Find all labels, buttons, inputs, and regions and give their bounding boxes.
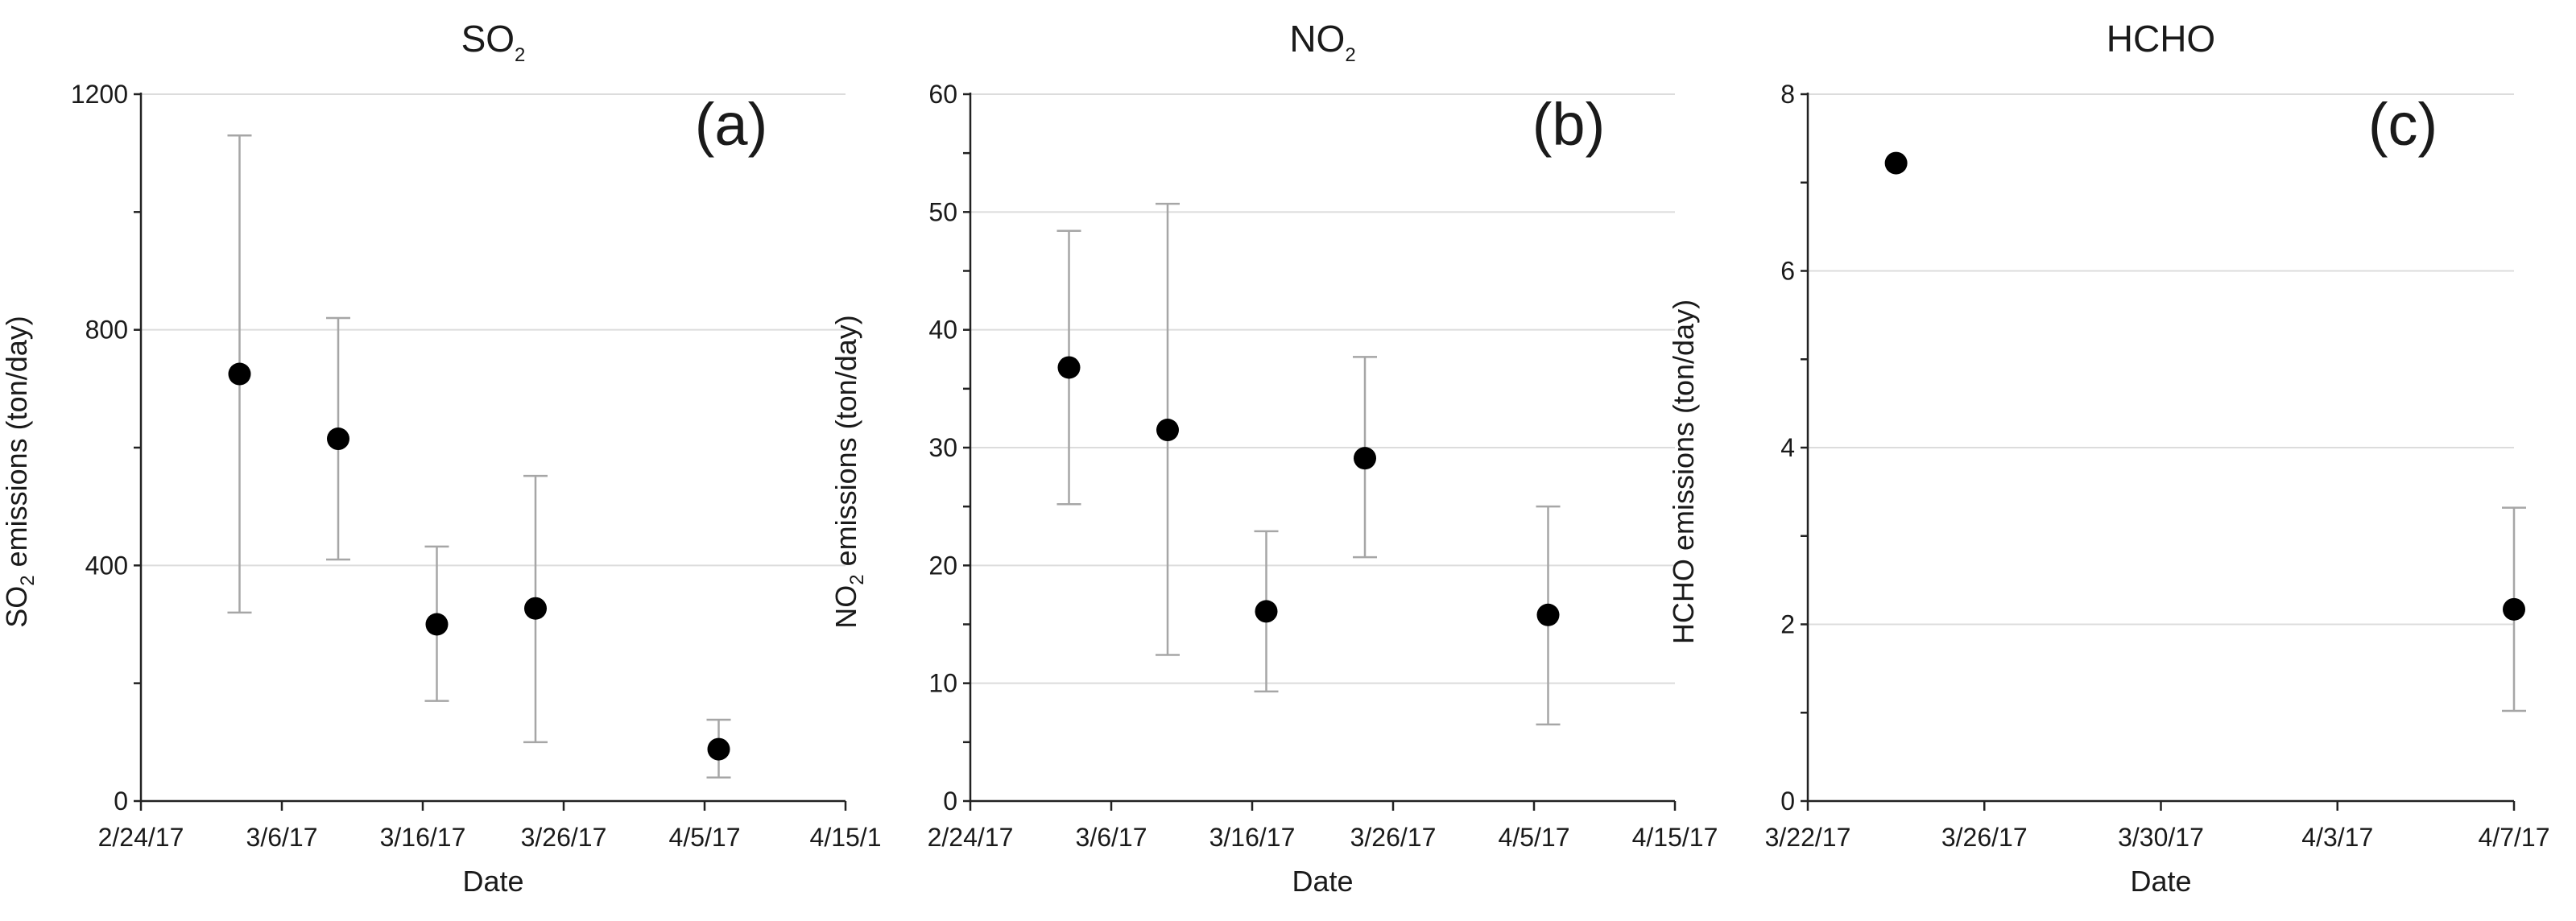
panel-a: 0 400 800 1200 2/24/17 3/6/17 3/16/17 3/26/17 4/… xyxy=(0,18,881,898)
data-point xyxy=(1536,603,1560,626)
y-tick-label: 30 xyxy=(928,433,957,462)
x-tick-label: 3/30/17 xyxy=(2118,823,2204,852)
data-point xyxy=(524,597,547,620)
panel-title-main: NO xyxy=(1289,18,1345,60)
y-tick-label: 4 xyxy=(1780,433,1795,462)
x-tick-label: 4/15/17 xyxy=(1632,823,1718,852)
x-axis-title: Date xyxy=(462,865,523,898)
panel-title-subscript: 2 xyxy=(515,44,525,66)
x-tick-label: 3/26/17 xyxy=(1350,823,1437,852)
y-tick-label: 60 xyxy=(928,80,957,109)
y-axis-title: NO2 emissions (ton/day) xyxy=(829,315,868,628)
panel-title: SO2 xyxy=(461,18,526,66)
data-point xyxy=(1884,151,1908,175)
data-point xyxy=(707,737,730,761)
x-tick-label: 4/5/17 xyxy=(669,823,741,852)
data-point xyxy=(228,362,251,386)
data-point xyxy=(1156,419,1179,442)
x-tick-label: 3/22/17 xyxy=(1765,823,1851,852)
data-point xyxy=(1255,600,1278,623)
y-tick-label: 800 xyxy=(85,316,128,345)
y-axis-title: SO2 emissions (ton/day) xyxy=(0,316,39,628)
x-tick-label: 3/26/17 xyxy=(521,823,607,852)
y-axis-title: HCHO emissions (ton/day) xyxy=(1667,299,1700,644)
y-tick-label: 0 xyxy=(943,787,957,816)
y-tick-label: 0 xyxy=(114,787,128,816)
y-tick-label: 6 xyxy=(1780,257,1795,286)
y-axis-title-subscript: 2 xyxy=(846,574,868,584)
panel-title-subscript: 2 xyxy=(1345,44,1355,66)
x-tick-label: 3/26/17 xyxy=(1941,823,2028,852)
x-tick-label: 3/16/17 xyxy=(380,823,466,852)
x-tick-label: 3/6/17 xyxy=(1076,823,1147,852)
y-tick-label: 2 xyxy=(1780,610,1795,639)
x-axis-title: Date xyxy=(1292,865,1353,898)
y-axis-title-main: SO xyxy=(0,586,33,628)
y-axis-title-rest: emissions (ton/day) xyxy=(0,316,33,575)
panel-letter: (a) xyxy=(695,91,767,158)
y-tick-label: 10 xyxy=(928,669,957,698)
x-axis-title: Date xyxy=(2130,865,2191,898)
x-tick-label: 3/6/17 xyxy=(246,823,318,852)
y-tick-label: 8 xyxy=(1780,80,1795,109)
panel-b: 0 10 20 30 40 50 60 2/24/17 3/6/17 3/16/17 3/26/17… xyxy=(829,18,1718,898)
panel-c: 0 2 4 6 8 3/22/17 3/26/17 3/30/17 4/3/17 4/7/17 Da… xyxy=(1667,18,2549,898)
panel-title-main: SO xyxy=(461,18,515,60)
data-point xyxy=(1057,356,1081,379)
x-tick-label: 4/7/17 xyxy=(2479,823,2550,852)
panel-title-main: HCHO xyxy=(2107,18,2215,60)
y-axis-title-main: HCHO xyxy=(1667,559,1700,644)
panel-letter: (c) xyxy=(2368,91,2437,158)
y-tick-label: 400 xyxy=(85,551,128,580)
x-tick-label: 2/24/17 xyxy=(928,823,1014,852)
y-tick-label: 50 xyxy=(928,197,957,226)
y-tick-label: 0 xyxy=(1780,787,1795,816)
x-tick-label: 2/24/17 xyxy=(98,823,184,852)
y-tick-label: 1200 xyxy=(71,80,128,109)
x-tick-label: 4/3/17 xyxy=(2301,823,2373,852)
panel-title: NO2 xyxy=(1289,18,1355,66)
data-point xyxy=(425,613,449,636)
data-point xyxy=(2503,597,2525,621)
x-tick-label: 4/5/17 xyxy=(1499,823,1570,852)
y-tick-label: 40 xyxy=(928,316,957,345)
y-axis-title-subscript: 2 xyxy=(17,575,39,585)
y-axis-title-rest: emissions (ton/day) xyxy=(1667,299,1700,559)
data-point xyxy=(1354,447,1376,470)
x-tick-label: 4/15/1 xyxy=(810,823,882,852)
y-axis-title-main: NO xyxy=(829,585,862,629)
x-tick-label: 3/16/17 xyxy=(1209,823,1296,852)
y-axis-title-rest: emissions (ton/day) xyxy=(829,315,862,574)
panel-letter: (b) xyxy=(1532,91,1605,158)
y-tick-label: 20 xyxy=(928,551,957,580)
panel-title: HCHO xyxy=(2107,18,2215,60)
data-point xyxy=(327,427,349,451)
